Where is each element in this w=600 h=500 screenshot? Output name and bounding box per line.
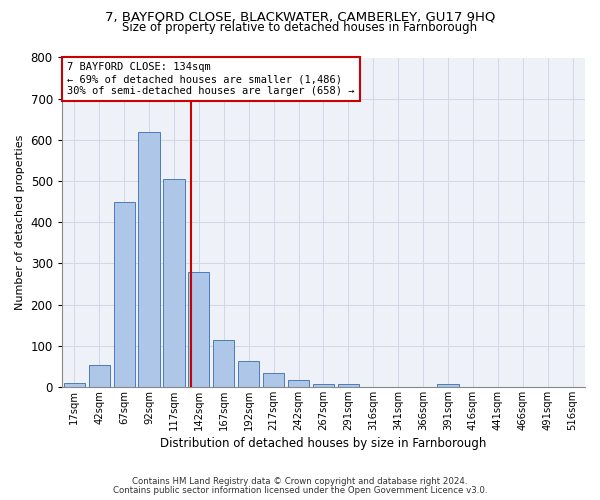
X-axis label: Distribution of detached houses by size in Farnborough: Distribution of detached houses by size … xyxy=(160,437,487,450)
Bar xyxy=(263,374,284,387)
Bar xyxy=(113,202,135,387)
Bar xyxy=(313,384,334,387)
Bar xyxy=(437,384,458,387)
Bar xyxy=(64,383,85,387)
Bar xyxy=(139,132,160,387)
Bar xyxy=(338,384,359,387)
Bar xyxy=(89,366,110,387)
Bar xyxy=(188,272,209,387)
Text: Contains HM Land Registry data © Crown copyright and database right 2024.: Contains HM Land Registry data © Crown c… xyxy=(132,477,468,486)
Text: 7, BAYFORD CLOSE, BLACKWATER, CAMBERLEY, GU17 9HQ: 7, BAYFORD CLOSE, BLACKWATER, CAMBERLEY,… xyxy=(105,10,495,23)
Bar xyxy=(213,340,235,387)
Text: Contains public sector information licensed under the Open Government Licence v3: Contains public sector information licen… xyxy=(113,486,487,495)
Bar xyxy=(163,179,185,387)
Y-axis label: Number of detached properties: Number of detached properties xyxy=(15,134,25,310)
Bar xyxy=(288,380,309,387)
Bar xyxy=(238,362,259,387)
Text: 7 BAYFORD CLOSE: 134sqm
← 69% of detached houses are smaller (1,486)
30% of semi: 7 BAYFORD CLOSE: 134sqm ← 69% of detache… xyxy=(67,62,355,96)
Text: Size of property relative to detached houses in Farnborough: Size of property relative to detached ho… xyxy=(122,21,478,34)
